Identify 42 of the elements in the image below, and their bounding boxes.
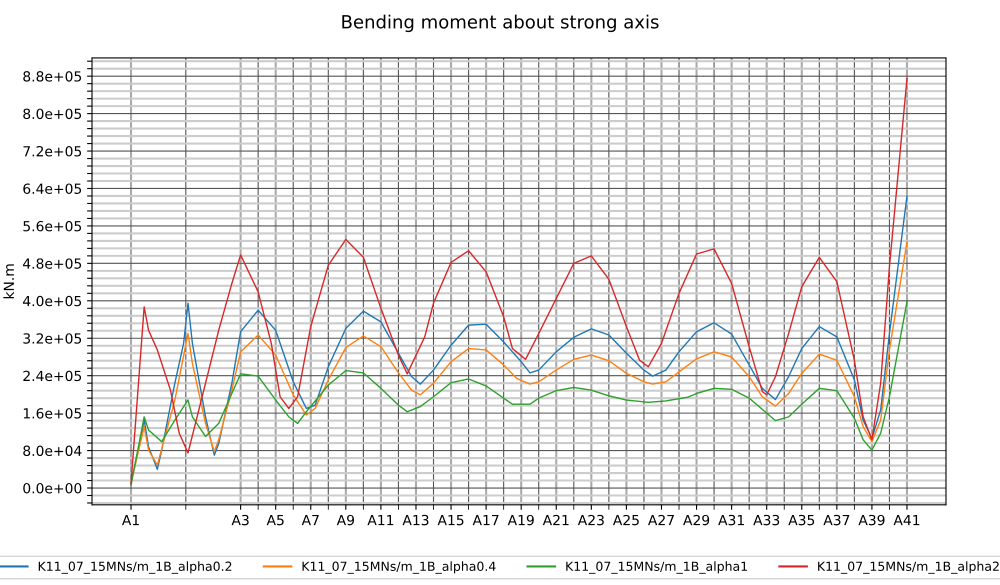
legend-label: K11_07_15MNs/m_1B_alpha0.4 xyxy=(302,561,496,574)
y-axis-title: kN.m xyxy=(3,264,14,298)
y-tick-label: 6.4e+05 xyxy=(23,183,82,194)
x-tick-label: A37 xyxy=(823,514,850,526)
x-tick-label: A21 xyxy=(542,514,569,526)
x-tick-label: A27 xyxy=(648,514,674,526)
y-tick-label: 4.0e+05 xyxy=(23,296,82,306)
y-tick-label: 2.4e+05 xyxy=(23,370,82,382)
x-tick-label: A7 xyxy=(302,515,319,526)
x-tick-label: A23 xyxy=(578,514,604,526)
x-tick-label: A9 xyxy=(336,514,354,526)
y-tick-label: 3.2e+05 xyxy=(23,333,82,344)
x-tick-label: A39 xyxy=(858,514,885,526)
line-series xyxy=(130,301,908,486)
x-tick-label: A11 xyxy=(367,515,394,526)
y-tick-label: 5.6e+05 xyxy=(23,220,82,232)
chart-title: Bending moment about strong axis xyxy=(342,14,659,32)
y-tick-label: 4.8e+05 xyxy=(23,258,82,269)
x-tick-label: A15 xyxy=(438,515,464,526)
y-tick-label: 8.0e+04 xyxy=(23,446,82,456)
x-tick-label: A19 xyxy=(508,514,534,526)
legend-label: K11_07_15MNs/m_1B_alpha0.2 xyxy=(38,561,232,574)
x-tick-label: A25 xyxy=(612,514,639,526)
y-tick-label: 8.0e+05 xyxy=(23,108,82,120)
y-tick-label: 7.2e+05 xyxy=(23,146,82,157)
x-tick-label: A35 xyxy=(788,514,814,526)
legend-label: K11_07_15MNs/m_1B_alpha1 xyxy=(566,561,747,574)
y-tick-label: 1.6e+05 xyxy=(24,408,82,419)
y-tick-label: 0.0e+00 xyxy=(23,482,82,494)
x-tick-label: A5 xyxy=(266,515,284,526)
x-tick-label: A33 xyxy=(753,514,780,526)
y-tick-label: 8.8e+05 xyxy=(23,71,82,82)
x-tick-label: A29 xyxy=(683,514,710,526)
line-series xyxy=(130,241,908,484)
legend-label: K11_07_15MNs/m_1B_alpha2 xyxy=(818,561,999,574)
x-tick-label: A1 xyxy=(122,515,139,526)
x-tick-label: A31 xyxy=(718,514,744,526)
x-tick-label: A13 xyxy=(402,514,428,526)
x-tick-label: A17 xyxy=(472,515,499,526)
x-tick-label: A41 xyxy=(894,515,920,526)
line-series xyxy=(130,78,908,484)
x-tick-label: A3 xyxy=(232,514,249,526)
